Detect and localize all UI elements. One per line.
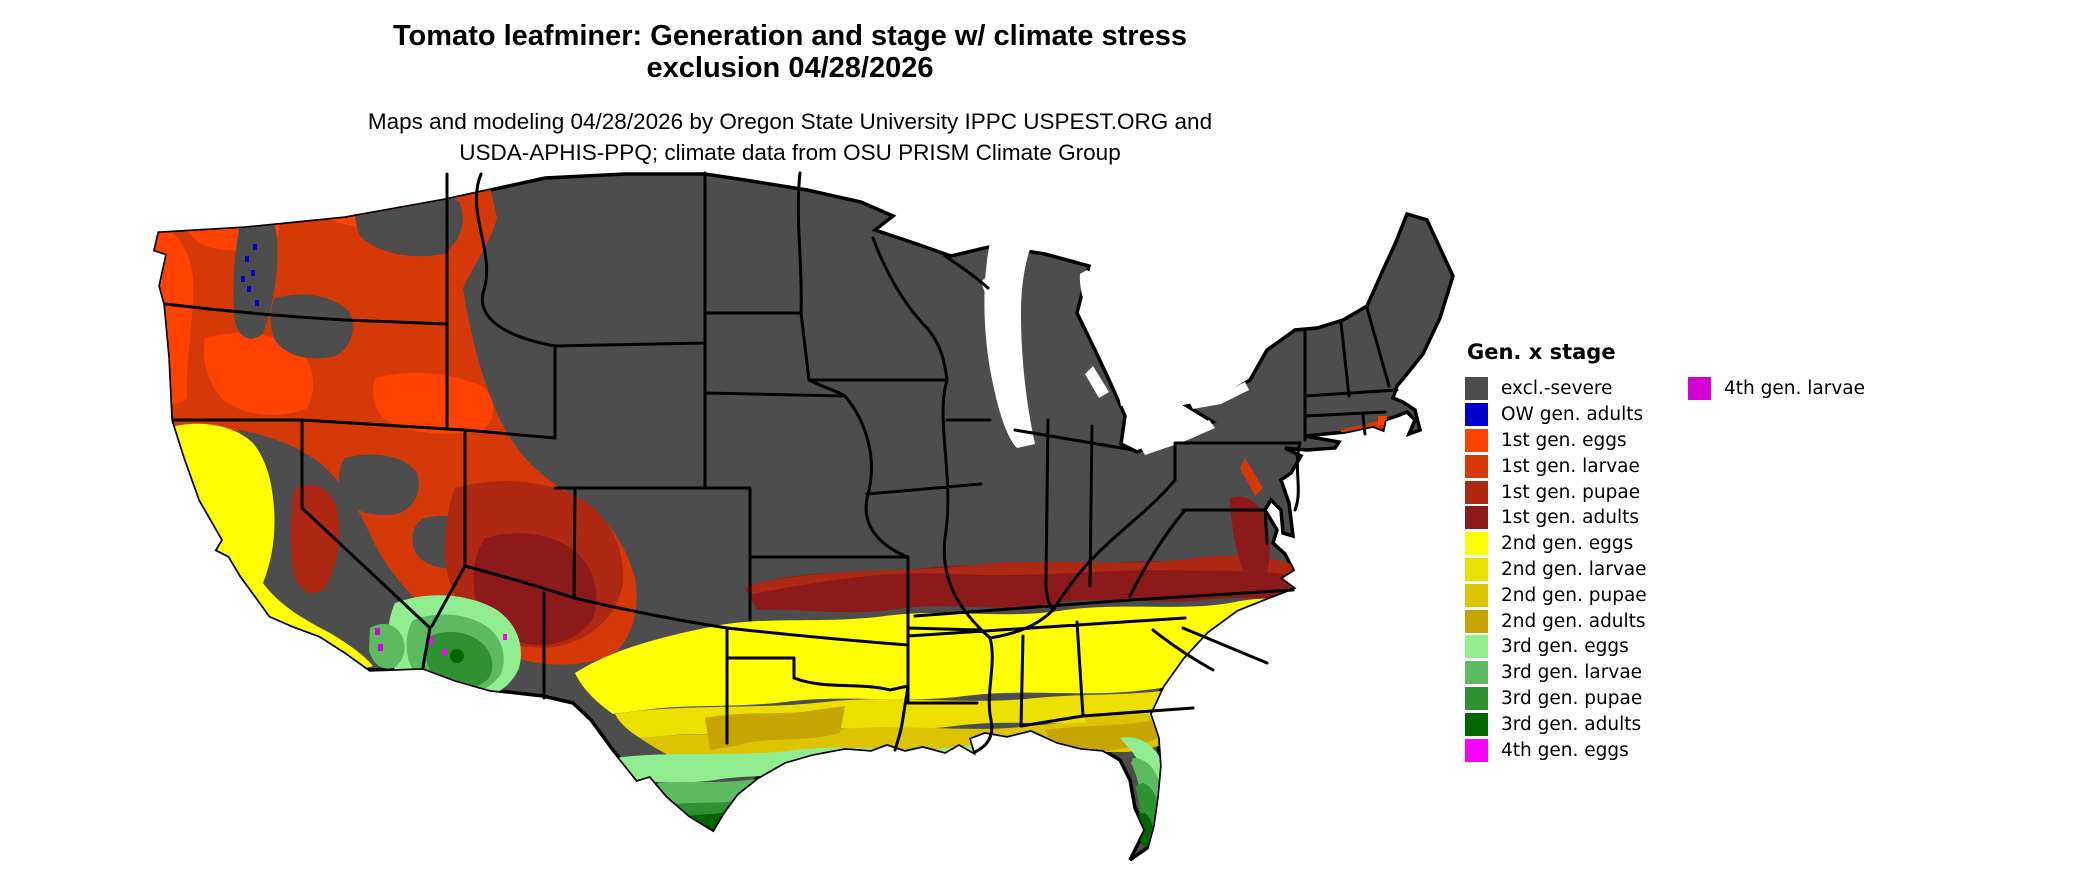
us-map (145, 158, 1475, 892)
legend-column-2: 4th gen. larvae (1688, 376, 1865, 402)
legend-item-label: 3rd gen. pupae (1501, 687, 1643, 709)
map-title-line2: exclusion 04/28/2026 (646, 52, 934, 84)
legend-column-1: excl.-severe OW gen. adults 1st gen. egg… (1465, 376, 1647, 763)
legend-swatch (1465, 738, 1488, 762)
lake-erie (1141, 420, 1215, 455)
legend-item-label: 2nd gen. larvae (1501, 558, 1647, 580)
legend-swatch (1465, 661, 1488, 685)
legend-swatch (1465, 583, 1488, 607)
legend-item-g1_adults: 1st gen. adults (1465, 505, 1647, 531)
legend-swatch (1465, 686, 1488, 710)
legend-swatch (1465, 480, 1488, 504)
legend-item-label: 2nd gen. pupae (1501, 584, 1647, 606)
legend-item-g1_eggs: 1st gen. eggs (1465, 428, 1647, 454)
map-subtitle: Maps and modeling 04/28/2026 by Oregon S… (0, 106, 1580, 168)
great-lakes (981, 242, 1249, 455)
legend-item-g3_adults: 3rd gen. adults (1465, 711, 1647, 737)
legend-item-label: 4th gen. eggs (1501, 739, 1629, 761)
legend-swatch (1465, 377, 1488, 401)
legend-swatch (1465, 557, 1488, 581)
legend-item-g2_larvae: 2nd gen. larvae (1465, 557, 1647, 583)
legend-swatch (1465, 712, 1488, 736)
legend: Gen. x stage excl.-severe OW gen. adults… (1465, 340, 1865, 763)
legend-item-label: 1st gen. adults (1501, 507, 1639, 529)
map-region-ow-adults-specks (241, 244, 259, 306)
legend-item-g3_larvae: 3rd gen. larvae (1465, 660, 1647, 686)
map-region-ri-red-dot (1378, 416, 1387, 425)
legend-item-g2_eggs: 2nd gen. eggs (1465, 531, 1647, 557)
header: Tomato leafminer: Generation and stage w… (0, 0, 1580, 168)
map-region-california-yellow (175, 423, 373, 670)
map-region-snake-orange (373, 372, 494, 434)
legend-item-label: 3rd gen. eggs (1501, 636, 1629, 658)
legend-item-excl_severe: excl.-severe (1465, 376, 1647, 402)
legend-item-g1_larvae: 1st gen. larvae (1465, 453, 1647, 479)
legend-item-label: 3rd gen. larvae (1501, 662, 1643, 684)
map-title-line1: Tomato leafminer: Generation and stage w… (393, 20, 1187, 52)
map-region-southeast-gold (1045, 718, 1170, 756)
legend-item-g4_larvae: 4th gen. larvae (1688, 376, 1865, 402)
map-region-az-magenta2 (442, 649, 447, 655)
lake-ontario (1189, 382, 1249, 409)
map-region-keys-dot3 (1122, 877, 1128, 883)
map-region-oregon-orange (203, 332, 314, 415)
map-region-south-yellow-band (575, 598, 1303, 714)
map-subtitle-line1: Maps and modeling 04/28/2026 by Oregon S… (367, 109, 1213, 134)
legend-item-ow_adults: OW gen. adults (1465, 402, 1647, 428)
map-region-cascades-gray (233, 202, 278, 339)
map-region-az-darkgreen-dot (450, 649, 464, 663)
map-subtitle-line2: USDA-APHIS-PPQ; climate data from OSU PR… (459, 140, 1121, 165)
map-region-central-pupae-fringe (745, 555, 1303, 594)
map-title: Tomato leafminer: Generation and stage w… (0, 20, 1580, 84)
us-map-svg (152, 171, 1455, 883)
legend-swatch (1465, 428, 1488, 452)
map-region-nevada-gray1 (338, 454, 419, 516)
legend-item-g2_adults: 2nd gen. adults (1465, 608, 1647, 634)
map-region-keys-dot1 (1092, 870, 1098, 876)
legend-swatch (1465, 609, 1488, 633)
map-region-oregon-gray (270, 294, 353, 359)
legend-item-g1_pupae: 1st gen. pupae (1465, 479, 1647, 505)
saginaw-bay (1085, 366, 1109, 398)
legend-swatch (1465, 532, 1488, 556)
legend-item-label: excl.-severe (1501, 378, 1613, 400)
legend-item-label: 2nd gen. adults (1501, 610, 1646, 632)
legend-item-label: 1st gen. larvae (1501, 455, 1640, 477)
map-region-socal-magenta1 (375, 628, 380, 635)
lake-huron (1079, 270, 1137, 406)
legend-item-label: 1st gen. eggs (1501, 429, 1627, 451)
map-region-centraltx-gold (705, 706, 845, 750)
map-region-keys-dot2 (1107, 875, 1113, 881)
map-region-imperial-green (369, 623, 405, 669)
legend-title: Gen. x stage (1467, 340, 1616, 364)
legend-item-label: 1st gen. pupae (1501, 481, 1641, 503)
legend-swatch (1465, 403, 1488, 427)
map-region-az-magenta3 (503, 634, 507, 640)
legend-swatch (1465, 454, 1488, 478)
legend-item-g4_eggs: 4th gen. eggs (1465, 737, 1647, 763)
map-region-chesapeake-darkred (1229, 496, 1270, 590)
map-region-keys-dot5 (1148, 861, 1154, 867)
legend-item-label: OW gen. adults (1501, 404, 1644, 426)
map-region-az-magenta1 (428, 637, 433, 644)
legend-item-label: 3rd gen. adults (1501, 713, 1642, 735)
legend-swatch (1465, 506, 1488, 530)
legend-swatch (1465, 635, 1488, 659)
map-region-sierra-band (290, 484, 340, 594)
map-region-njcoast-red (1240, 458, 1263, 496)
legend-item-label: 2nd gen. eggs (1501, 533, 1634, 555)
state-borders (163, 171, 1399, 754)
lake-michigan (984, 242, 1035, 448)
legend-item-label: 4th gen. larvae (1724, 378, 1865, 400)
legend-item-g3_eggs: 3rd gen. eggs (1465, 634, 1647, 660)
legend-item-g3_pupae: 3rd gen. pupae (1465, 686, 1647, 712)
map-region-keys-dot4 (1138, 871, 1144, 877)
map-region-socal-magenta2 (378, 644, 383, 651)
legend-item-g2_pupae: 2nd gen. pupae (1465, 582, 1647, 608)
legend-swatch (1688, 377, 1711, 401)
